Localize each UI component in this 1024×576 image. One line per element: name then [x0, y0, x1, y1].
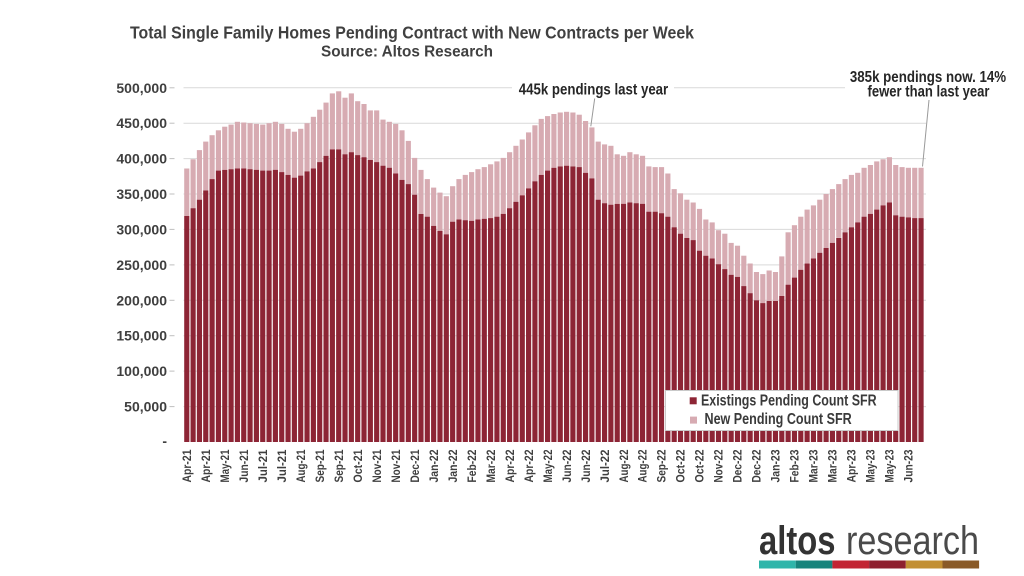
svg-text:-: - [162, 433, 167, 449]
svg-text:300,000: 300,000 [116, 221, 167, 237]
svg-text:Dec-22: Dec-22 [733, 450, 745, 483]
svg-text:Mar-22: Mar-22 [486, 450, 498, 483]
svg-text:Feb-23: Feb-23 [790, 450, 802, 483]
svg-text:Dec-21: Dec-21 [410, 449, 422, 483]
svg-text:Sep-22: Sep-22 [657, 450, 669, 483]
svg-text:Existings Pending Count SFR: Existings Pending Count SFR [701, 393, 877, 410]
svg-text:Sep-21: Sep-21 [334, 449, 346, 483]
svg-text:Aug-22: Aug-22 [638, 450, 650, 483]
svg-text:Oct-21: Oct-21 [353, 449, 365, 483]
svg-text:May-23: May-23 [885, 450, 897, 483]
svg-text:Oct-22: Oct-22 [676, 450, 688, 483]
svg-text:Mar-23: Mar-23 [809, 450, 821, 483]
svg-text:Jun-23: Jun-23 [904, 450, 916, 483]
svg-text:Apr-21: Apr-21 [201, 449, 213, 483]
svg-text:Jan-23: Jan-23 [771, 450, 783, 483]
svg-text:350,000: 350,000 [116, 186, 167, 202]
svg-text:450,000: 450,000 [116, 115, 167, 131]
svg-text:100,000: 100,000 [116, 363, 167, 379]
svg-text:Sep-21: Sep-21 [315, 449, 327, 483]
svg-text:fewer than last year: fewer than last year [868, 84, 990, 101]
svg-text:Feb-22: Feb-22 [467, 450, 479, 483]
svg-text:May-23: May-23 [866, 450, 878, 483]
svg-text:Mar-23: Mar-23 [828, 450, 840, 483]
svg-text:250,000: 250,000 [116, 257, 167, 273]
svg-text:150,000: 150,000 [116, 328, 167, 344]
svg-text:Jun-22: Jun-22 [562, 450, 574, 483]
svg-text:Jun-22: Jun-22 [581, 450, 593, 483]
svg-text:Total Single Family Homes Pend: Total Single Family Homes Pending Contra… [130, 23, 694, 43]
svg-text:altos: altos [759, 519, 836, 563]
svg-text:Aug-22: Aug-22 [619, 450, 631, 483]
svg-text:Jan-22: Jan-22 [448, 450, 460, 483]
svg-text:Nov-21: Nov-21 [391, 449, 403, 483]
svg-text:Dec-22: Dec-22 [752, 450, 764, 483]
svg-text:Apr-23: Apr-23 [847, 450, 859, 483]
svg-text:New Pending Count SFR: New Pending Count SFR [705, 411, 852, 428]
svg-text:Nov-21: Nov-21 [372, 449, 384, 483]
svg-text:May-21: May-21 [220, 449, 232, 483]
svg-text:Jul-21: Jul-21 [258, 449, 270, 483]
svg-text:Jul-21: Jul-21 [277, 449, 289, 483]
svg-text:Oct-22: Oct-22 [695, 450, 707, 483]
svg-text:500,000: 500,000 [116, 80, 167, 96]
svg-text:Aug-21: Aug-21 [296, 449, 308, 483]
svg-text:200,000: 200,000 [116, 292, 167, 308]
svg-text:Apr-22: Apr-22 [524, 450, 536, 483]
svg-text:Source: Altos Research: Source: Altos Research [321, 44, 493, 61]
svg-text:445k pendings last year: 445k pendings last year [519, 82, 668, 99]
svg-text:Jun-21: Jun-21 [239, 449, 251, 483]
svg-text:research: research [846, 519, 979, 563]
svg-text:Jan-22: Jan-22 [429, 450, 441, 483]
svg-text:400,000: 400,000 [116, 151, 167, 167]
svg-text:Apr-21: Apr-21 [182, 449, 194, 483]
svg-text:Apr-22: Apr-22 [505, 450, 517, 483]
svg-text:Jul-22: Jul-22 [600, 450, 612, 483]
svg-text:May-22: May-22 [543, 450, 555, 483]
svg-text:Nov-22: Nov-22 [714, 450, 726, 483]
svg-text:385k pendings now. 14%: 385k pendings now. 14% [850, 69, 1006, 86]
svg-text:50,000: 50,000 [124, 399, 167, 415]
